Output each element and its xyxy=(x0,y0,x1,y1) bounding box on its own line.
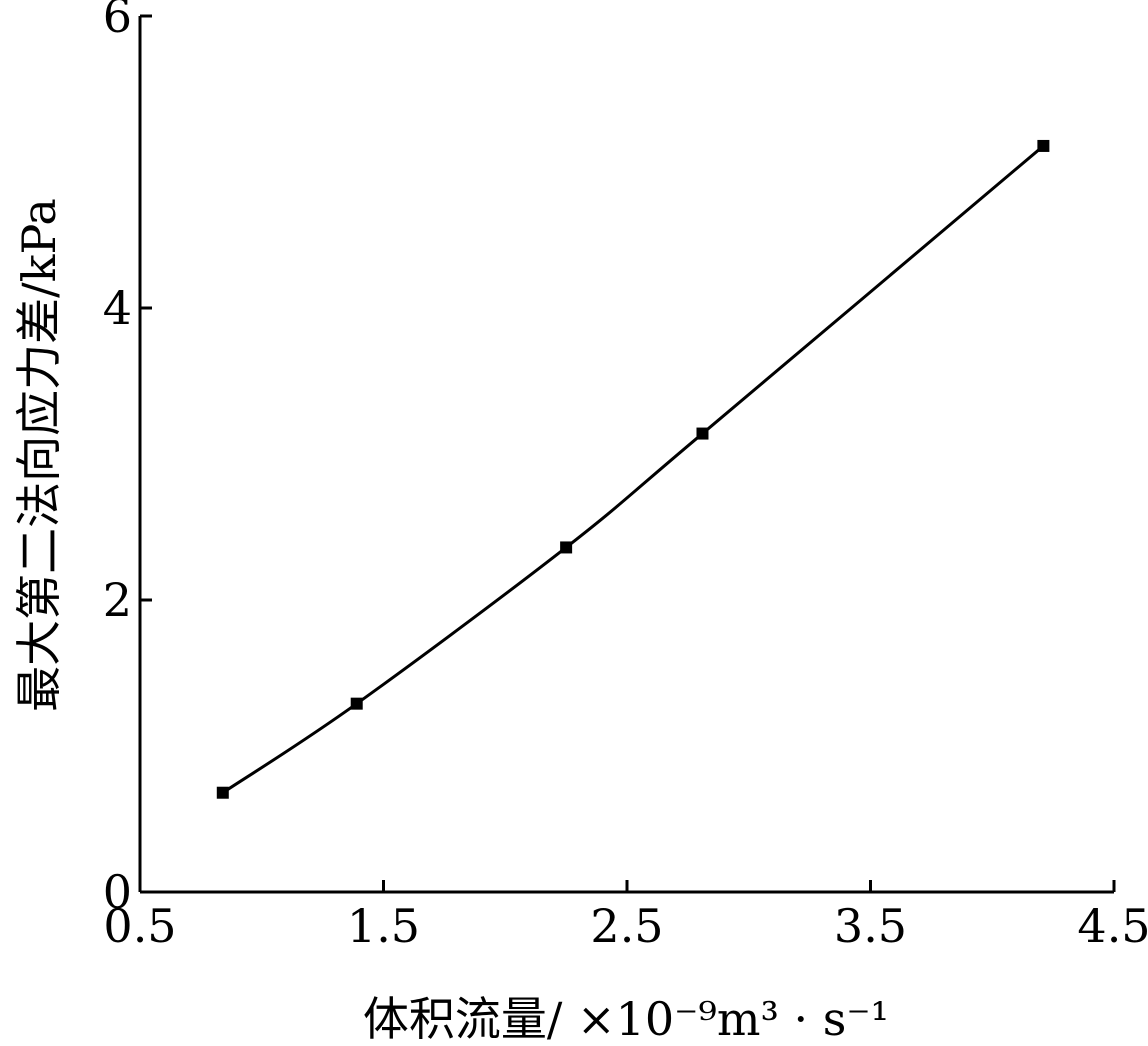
y-ticks: 0 2 4 6 xyxy=(103,0,152,919)
x-axis-title: 体积流量/ ×10⁻⁹m³ · s⁻¹ xyxy=(363,992,889,1046)
x-tick-label: 3.5 xyxy=(834,899,907,953)
y-axis-title: 最大第二法向应力差/kPa xyxy=(12,198,66,712)
x-ticks: 0.5 1.5 2.5 3.5 4.5 xyxy=(103,880,1148,953)
data-point xyxy=(560,541,573,554)
series-line xyxy=(221,144,1045,794)
x-tick-label: 0.5 xyxy=(103,899,176,953)
x-tick-label: 4.5 xyxy=(1077,899,1148,953)
y-tick-label: 4 xyxy=(103,281,132,335)
series-group xyxy=(216,139,1050,799)
y-tick-label: 2 xyxy=(103,573,132,627)
axes xyxy=(138,16,1114,894)
x-tick-label: 1.5 xyxy=(347,899,420,953)
y-tick-label: 0 xyxy=(103,865,132,919)
data-point xyxy=(216,786,229,799)
data-point xyxy=(696,427,709,440)
data-point xyxy=(350,697,363,710)
data-point xyxy=(1037,139,1050,152)
y-tick-label: 6 xyxy=(103,0,132,43)
x-tick-label: 2.5 xyxy=(590,899,663,953)
